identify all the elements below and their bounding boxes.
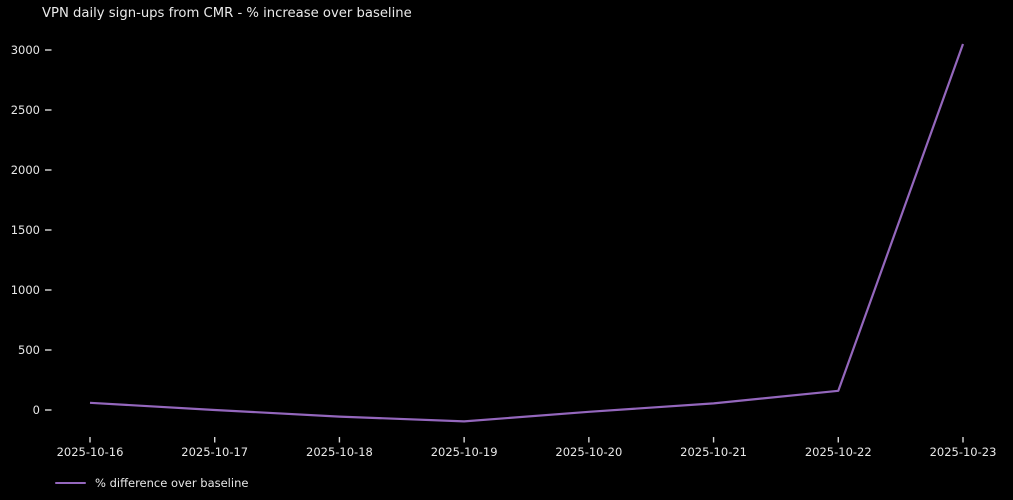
x-tick-label: 2025-10-20 <box>555 445 622 459</box>
legend-line-swatch <box>55 481 86 485</box>
y-tick-label: 2000 <box>11 163 40 177</box>
legend: % difference over baseline <box>55 476 248 490</box>
x-tick-label: 2025-10-23 <box>930 445 997 459</box>
legend-label: % difference over baseline <box>95 476 249 490</box>
y-tick-label: 1000 <box>11 283 40 297</box>
x-tick-label: 2025-10-21 <box>680 445 747 459</box>
chart-title: VPN daily sign-ups from CMR - % increase… <box>42 6 412 21</box>
x-tick-label: 2025-10-16 <box>57 445 124 459</box>
y-tick-label: 0 <box>33 403 40 417</box>
x-tick-label: 2025-10-22 <box>805 445 872 459</box>
x-tick-label: 2025-10-17 <box>181 445 248 459</box>
y-tick-label: 2500 <box>11 103 40 117</box>
x-tick-label: 2025-10-19 <box>431 445 498 459</box>
x-tick-label: 2025-10-18 <box>306 445 373 459</box>
y-tick-label: 500 <box>18 343 40 357</box>
y-tick-label: 1500 <box>11 223 40 237</box>
y-tick-label: 3000 <box>11 43 40 57</box>
data-line <box>89 43 965 423</box>
